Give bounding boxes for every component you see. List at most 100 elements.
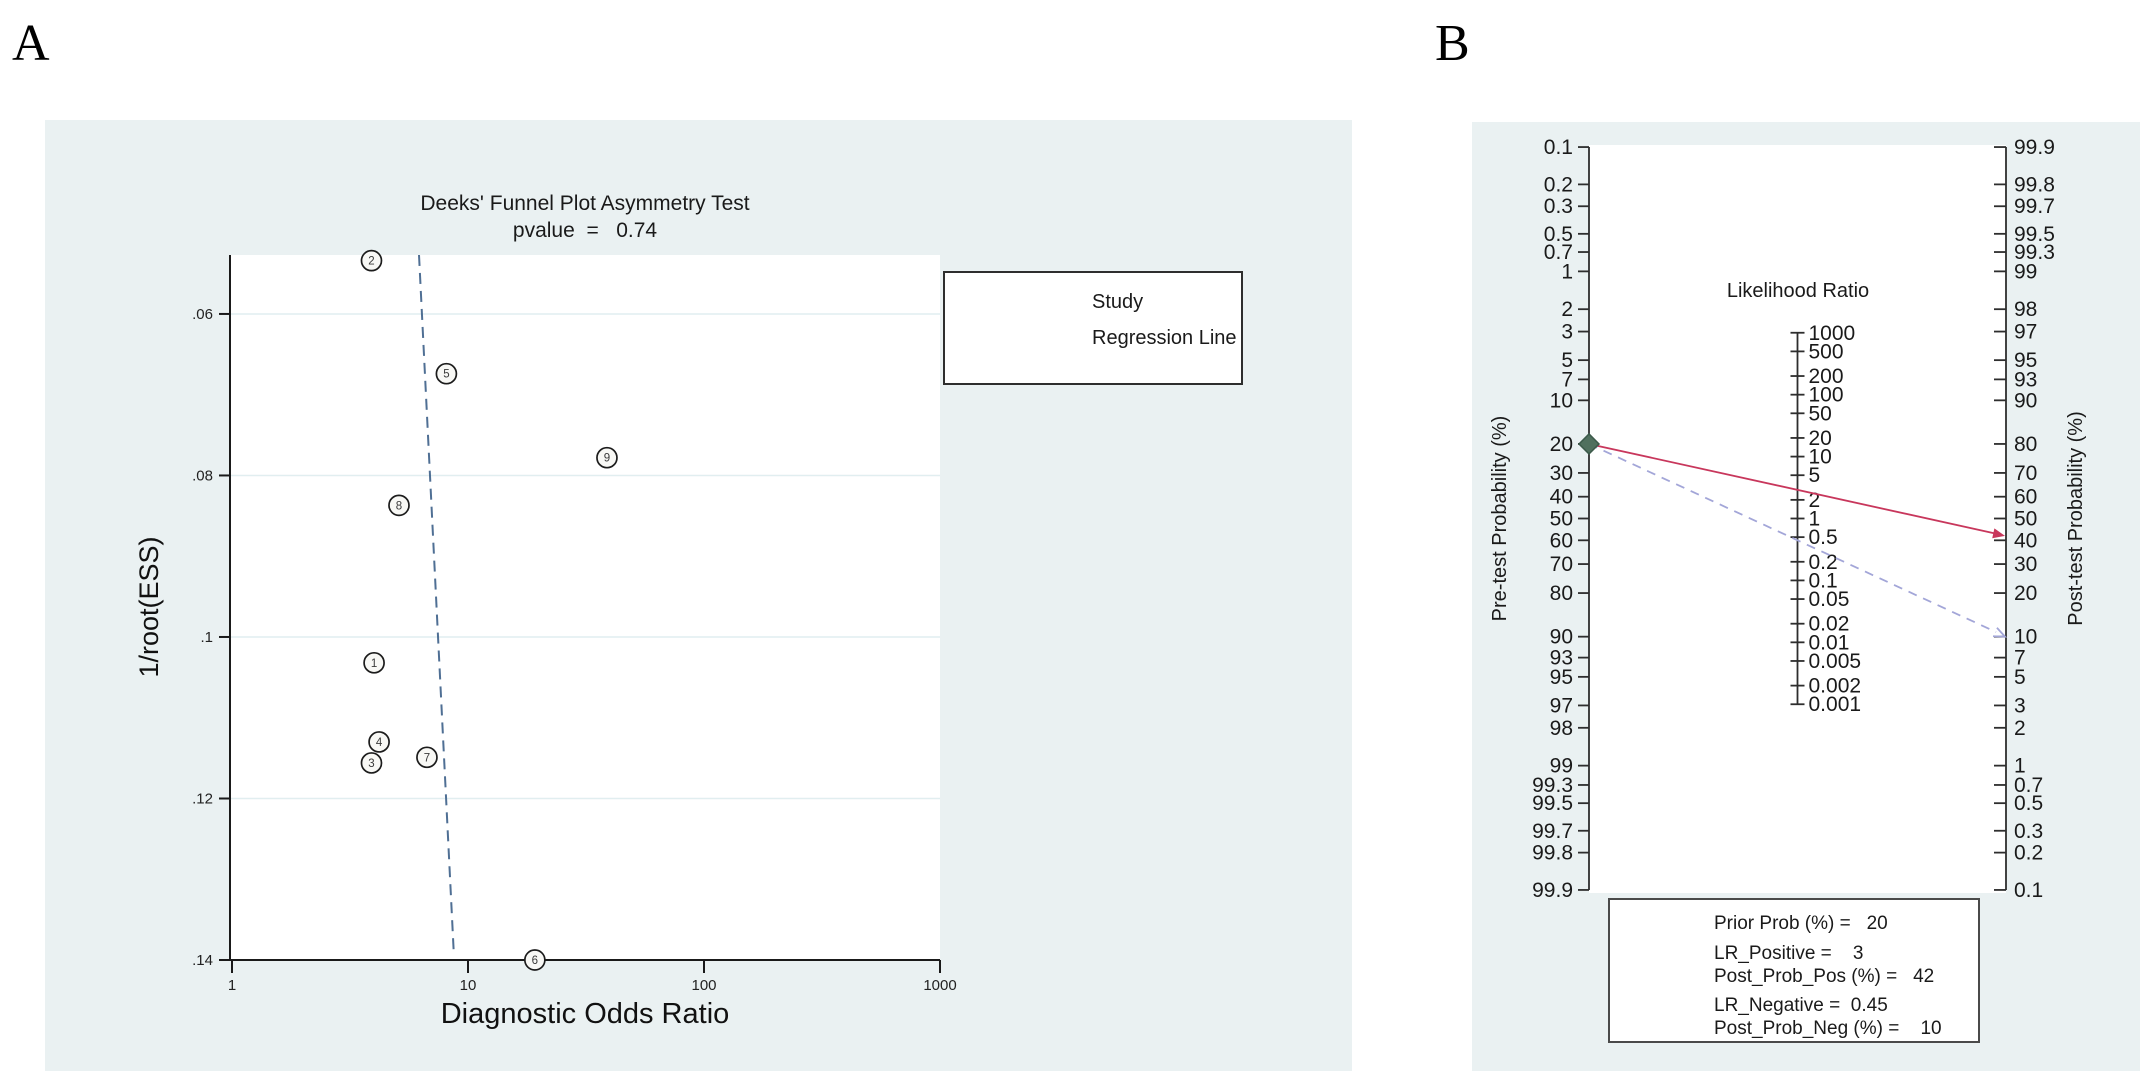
study-point (388, 494, 410, 517)
lr-tick-label: 20 (1809, 427, 1832, 450)
posttest-tick-label: 3 (2014, 694, 2026, 717)
pretest-tick-label: 99.9 (1532, 879, 1573, 902)
funnel-y-tick-label: .14 (192, 952, 213, 969)
pretest-tick-label: 10 (1550, 389, 1573, 412)
posttest-tick-label: 0.7 (2014, 774, 2043, 797)
pretest-tick-label: 60 (1550, 529, 1573, 552)
posttest-tick-label: 99.7 (2014, 195, 2055, 218)
fagan-legend-lrpos-line2: Post_Prob_Pos (%) = 42 (1714, 966, 1935, 987)
posttest-tick-label: 0.2 (2014, 842, 2043, 865)
funnel-title-block: Deeks' Funnel Plot Asymmetry Test pvalue… (230, 190, 940, 244)
posttest-tick-label: 60 (2014, 486, 2037, 509)
lr-tick-label: 0.1 (1809, 569, 1838, 592)
posttest-tick-label: 10 (2014, 626, 2037, 649)
posttest-axis-title: Post-test Probability (%) (2065, 411, 2087, 626)
panel-b-letter: B (1435, 15, 1470, 72)
study-point-label: 9 (604, 453, 610, 465)
pretest-tick-label: 93 (1550, 647, 1573, 670)
lr-axis-title: Likelihood Ratio (1726, 280, 1870, 302)
lr-tick-label: 0.01 (1809, 631, 1850, 654)
posttest-tick-label: 0.3 (2014, 820, 2043, 843)
funnel-legend-box: Study Regression Line (943, 271, 1243, 385)
fagan-legend-lrneg-line1: LR_Negative = 0.45 (1714, 995, 1888, 1016)
funnel-legend-study-label: Study (1092, 291, 1144, 313)
study-point-label: 7 (424, 752, 430, 764)
posttest-tick-label: 70 (2014, 462, 2037, 485)
study-point-label: 3 (368, 758, 374, 770)
pretest-tick-label: 0.2 (1544, 173, 1573, 196)
pretest-tick-label: 0.1 (1544, 136, 1573, 159)
funnel-x-tick-label: 10 (460, 977, 477, 994)
funnel-legend-regression-label: Regression Line (1092, 327, 1237, 349)
study-point (363, 651, 385, 674)
pretest-tick-label: 80 (1550, 582, 1573, 605)
posttest-tick-label: 93 (2014, 368, 2037, 391)
posttest-tick-label: 0.1 (2014, 879, 2043, 902)
posttest-tick-label: 7 (2014, 647, 2026, 670)
study-point-label: 8 (396, 500, 402, 512)
funnel-y-tick-label: .12 (192, 790, 213, 807)
funnel-pvalue: pvalue = 0.74 (512, 219, 658, 242)
lr-tick-label: 0.001 (1809, 693, 1862, 716)
funnel-x-tick-label: 1000 (923, 977, 956, 994)
pretest-tick-label: 3 (1561, 321, 1573, 344)
posttest-tick-label: 0.5 (2014, 792, 2043, 815)
pretest-tick-label: 5 (1561, 349, 1573, 372)
posttest-tick-label: 98 (2014, 298, 2037, 321)
lr-tick-label: 100 (1809, 384, 1844, 407)
posttest-tick-label: 90 (2014, 389, 2037, 412)
lr-tick-label: 0.2 (1809, 551, 1838, 574)
funnel-x-tick-label: 1 (228, 977, 236, 994)
posttest-tick-label: 50 (2014, 508, 2037, 531)
posttest-tick-label: 99.5 (2014, 223, 2055, 246)
posttest-tick-label: 40 (2014, 529, 2037, 552)
pretest-tick-label: 0.3 (1544, 195, 1573, 218)
study-point (596, 446, 618, 469)
study-point (524, 949, 546, 971)
fagan-legend-lrneg-line2: Post_Prob_Neg (%) = 10 (1714, 1018, 1942, 1039)
pretest-tick-label: 95 (1550, 666, 1573, 689)
lr-positive-line (1588, 443, 1999, 535)
fagan-legend-prior-label: Prior Prob (%) = 20 (1714, 913, 1888, 934)
posttest-tick-label: 97 (2014, 321, 2037, 344)
lr-tick-label: 1 (1809, 508, 1821, 531)
posttest-tick-label: 80 (2014, 433, 2037, 456)
pretest-tick-label: 99.5 (1532, 792, 1573, 815)
pretest-tick-label: 40 (1550, 486, 1573, 509)
fagan-legend-lrpos-line1: LR_Positive = 3 (1714, 943, 1864, 964)
pretest-tick-label: 99 (1550, 755, 1573, 778)
lr-tick-label: 0.005 (1809, 650, 1862, 673)
posttest-tick-label: 99 (2014, 260, 2037, 283)
study-point (416, 746, 438, 769)
funnel-x-tick-label: 100 (691, 977, 716, 994)
panel-a-letter: A (12, 15, 50, 72)
study-point (435, 362, 458, 385)
study-point-label: 1 (371, 658, 377, 670)
study-point-label: 4 (376, 737, 383, 749)
study-point (368, 731, 390, 753)
funnel-y-tick-label: .08 (192, 467, 213, 484)
posttest-tick-label: 95 (2014, 349, 2037, 372)
lr-negative-arrowhead (1992, 627, 2008, 638)
lr-tick-label: 5 (1809, 464, 1821, 487)
funnel-regression-line (418, 254, 455, 952)
pretest-tick-label: 99.3 (1532, 774, 1573, 797)
pretest-tick-label: 99.7 (1532, 820, 1573, 843)
pretest-tick-label: 97 (1550, 694, 1573, 717)
pretest-axis-title: Pre-test Probability (%) (1489, 416, 1511, 622)
study-point (360, 752, 383, 774)
lr-tick-label: 200 (1809, 365, 1844, 388)
pretest-tick-label: 98 (1550, 717, 1573, 740)
posttest-tick-label: 2 (2014, 717, 2026, 740)
posttest-tick-label: 99.8 (2014, 173, 2055, 196)
funnel-y-tick-label: .06 (192, 306, 213, 323)
lr-tick-label: 10 (1809, 446, 1832, 469)
posttest-tick-label: 99.3 (2014, 241, 2055, 264)
pretest-tick-label: 20 (1550, 433, 1573, 456)
study-point-label: 5 (443, 369, 449, 381)
pretest-tick-label: 0.5 (1544, 223, 1573, 246)
study-point-label: 2 (368, 256, 374, 268)
lr-positive-arrowhead (1992, 528, 2005, 539)
funnel-y-tick-label: .1 (200, 629, 213, 646)
posttest-tick-label: 30 (2014, 553, 2037, 576)
